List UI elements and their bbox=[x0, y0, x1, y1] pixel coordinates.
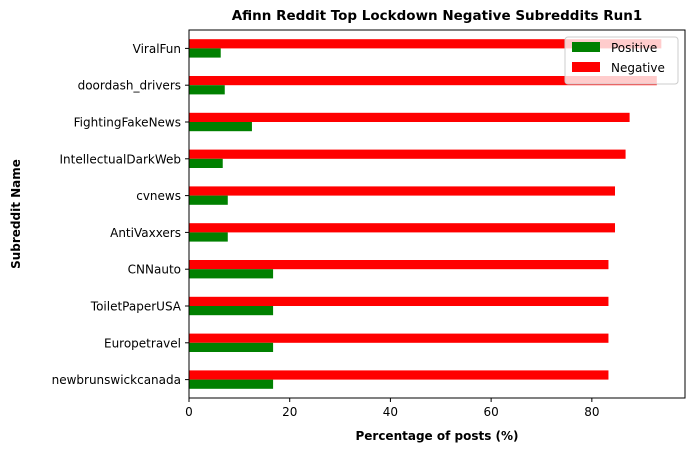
y-tick-label: ViralFun bbox=[133, 42, 181, 56]
y-axis: ViralFun doordash_drivers FightingFakeNews… bbox=[52, 42, 189, 387]
y-tick-label: FightingFakeNews bbox=[74, 116, 181, 130]
bars-layer bbox=[189, 39, 662, 389]
y-tick-label: ToiletPaperUSA bbox=[90, 300, 182, 314]
bar-positive-toiletpaperusa bbox=[189, 306, 274, 316]
bar-negative-fightingfakenews bbox=[189, 112, 630, 122]
bar-positive-cvnews bbox=[189, 195, 228, 205]
chart-title: Afinn Reddit Top Lockdown Negative Subre… bbox=[232, 8, 643, 24]
bar-negative-doordash-drivers bbox=[189, 76, 657, 86]
bar-positive-antivaxxers bbox=[189, 232, 228, 242]
bar-negative-viralfun bbox=[189, 39, 662, 49]
y-axis-label: Subreddit Name bbox=[9, 159, 23, 269]
plot-frame bbox=[188, 29, 686, 399]
legend-label-positive: Positive bbox=[611, 41, 657, 55]
bar-negative-europetravel bbox=[189, 333, 609, 343]
x-tick-label: 40 bbox=[383, 405, 398, 419]
x-tick-label: 0 bbox=[185, 405, 193, 419]
legend-swatch-positive bbox=[572, 42, 600, 52]
x-tick-label: 60 bbox=[483, 405, 498, 419]
y-tick-label: cvnews bbox=[136, 189, 181, 203]
y-tick-label: AntiVaxxers bbox=[110, 226, 181, 240]
bar-positive-doordash-drivers bbox=[189, 85, 225, 95]
bar-negative-cvnews bbox=[189, 186, 616, 196]
bar-positive-cnnauto bbox=[189, 269, 274, 279]
x-tick-label: 20 bbox=[282, 405, 297, 419]
bar-negative-cnnauto bbox=[189, 260, 609, 270]
legend: Positive Negative bbox=[564, 36, 679, 85]
y-tick-label: IntellectualDarkWeb bbox=[59, 152, 181, 166]
bar-negative-newbrunswickcanada bbox=[189, 370, 609, 380]
x-axis: 0 20 40 60 80 bbox=[185, 398, 599, 419]
bar-positive-intellectualdarkweb bbox=[189, 158, 223, 168]
x-axis-label: Percentage of posts (%) bbox=[355, 429, 518, 443]
legend-swatch-negative bbox=[572, 62, 600, 72]
legend-label-negative: Negative bbox=[611, 61, 665, 75]
bar-negative-antivaxxers bbox=[189, 223, 616, 233]
y-tick-label: newbrunswickcanada bbox=[52, 373, 181, 387]
bar-negative-intellectualdarkweb bbox=[189, 149, 626, 159]
bar-positive-viralfun bbox=[189, 48, 221, 58]
x-tick-label: 80 bbox=[584, 405, 599, 419]
bar-negative-toiletpaperusa bbox=[189, 296, 609, 306]
bar-positive-fightingfakenews bbox=[189, 122, 252, 132]
bar-positive-newbrunswickcanada bbox=[189, 379, 274, 389]
bar-positive-europetravel bbox=[189, 342, 274, 352]
y-tick-label: CNNauto bbox=[128, 263, 181, 277]
y-tick-label: doordash_drivers bbox=[78, 79, 181, 93]
y-tick-label: Europetravel bbox=[104, 336, 181, 350]
